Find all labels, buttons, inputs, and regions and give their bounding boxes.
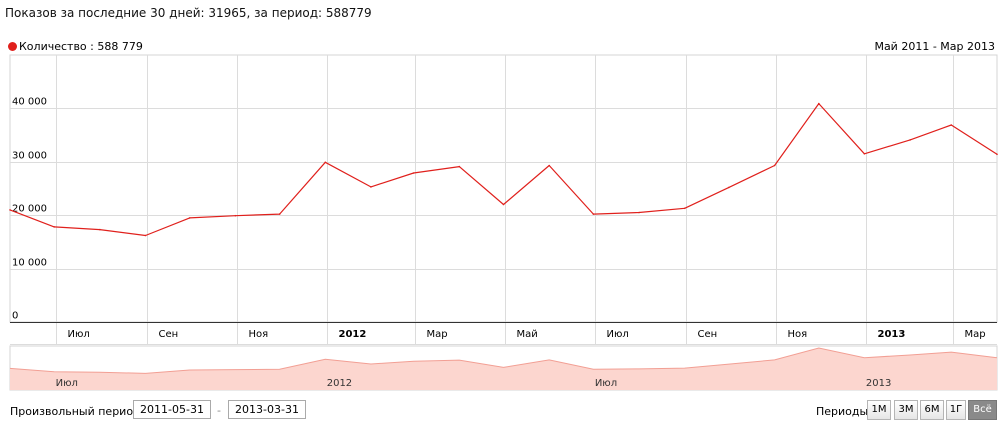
- data-point: [548, 164, 550, 167]
- data-point: [412, 172, 415, 174]
- data-point: [950, 124, 953, 126]
- periods-label: Периоды:: [816, 405, 872, 418]
- navigator-line: [9, 347, 998, 374]
- period-button-all[interactable]: Всё: [968, 400, 997, 420]
- data-point: [144, 234, 147, 237]
- data-point: [592, 213, 595, 215]
- data-point: [278, 213, 281, 215]
- x-tick-label: Мар: [965, 329, 986, 340]
- navigator-label: 2013: [866, 378, 891, 389]
- x-tick-label: Ноя: [788, 329, 808, 340]
- data-point: [99, 228, 101, 231]
- y-tick-label: 10 000: [12, 258, 47, 269]
- navigator-area: [10, 348, 997, 390]
- x-tick-label: Июл: [68, 329, 90, 340]
- x-tick-label: Июл: [607, 329, 629, 340]
- x-tick-label: Май: [517, 329, 538, 340]
- data-point: [324, 161, 327, 164]
- data-point: [9, 209, 11, 211]
- y-tick-label: 40 000: [12, 97, 47, 108]
- data-point: [638, 211, 640, 214]
- data-point: [996, 153, 998, 156]
- x-tick-label: Мар: [427, 329, 448, 340]
- period-range-label: Май 2011 - Мар 2013: [874, 40, 995, 53]
- navigator-label: Июл: [56, 378, 78, 389]
- x-tick-label: Сен: [159, 329, 179, 340]
- data-point: [728, 186, 730, 189]
- legend[interactable]: Количество : 588 779: [8, 40, 143, 53]
- custom-period-label: Произвольный период:: [10, 405, 145, 418]
- period-button-6m[interactable]: 6М: [920, 400, 944, 420]
- data-point: [818, 102, 820, 105]
- data-point: [909, 139, 911, 141]
- period-button-1m[interactable]: 1М: [867, 400, 891, 420]
- data-point: [370, 186, 372, 188]
- data-point: [188, 217, 191, 219]
- y-tick-label: 20 000: [12, 204, 47, 215]
- data-point: [53, 226, 55, 228]
- x-tick-label: 2013: [878, 329, 906, 340]
- page-title: Показов за последние 30 дней: 31965, за …: [5, 6, 372, 20]
- data-point: [502, 203, 505, 206]
- x-tick-label: 2012: [339, 329, 367, 340]
- legend-marker-icon: [8, 42, 17, 51]
- y-tick-label: 0: [12, 311, 18, 322]
- data-point: [863, 153, 866, 155]
- data-point: [458, 165, 461, 168]
- period-button-1y[interactable]: 1Г: [946, 400, 966, 420]
- period-button-3m[interactable]: 3М: [894, 400, 918, 420]
- navigator-label: Июл: [595, 378, 617, 389]
- x-tick-label: Ноя: [249, 329, 269, 340]
- legend-label: Количество : 588 779: [19, 40, 143, 53]
- navigator-label: 2012: [327, 378, 352, 389]
- x-tick-label: Сен: [698, 329, 718, 340]
- data-point: [773, 164, 776, 167]
- data-point: [683, 207, 686, 210]
- period-controls: Произвольный период: - Периоды: 1М 3М 6М…: [0, 398, 1005, 423]
- date-range-dash: -: [217, 404, 221, 417]
- date-to-input[interactable]: [228, 400, 306, 419]
- date-from-input[interactable]: [133, 400, 211, 419]
- plot-frame: [9, 54, 998, 323]
- line-chart: 0 10 000 20 000 30 000 40 000 Июл Сен Ноя 2012 Ма…: [9, 54, 998, 391]
- data-point: [234, 214, 237, 217]
- y-tick-label: 30 000: [12, 151, 47, 162]
